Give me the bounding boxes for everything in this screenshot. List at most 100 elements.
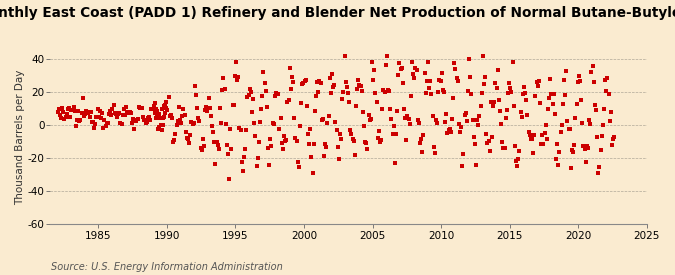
Point — [460, 111, 471, 115]
Point — [190, 84, 200, 89]
Point — [370, 91, 381, 95]
Point — [296, 101, 306, 105]
Point — [109, 111, 120, 115]
Point — [470, 163, 481, 167]
Point — [221, 142, 232, 147]
Point — [448, 96, 458, 101]
Point — [167, 139, 178, 144]
Point — [123, 111, 134, 115]
Point — [574, 79, 585, 84]
Point — [320, 142, 331, 146]
Text: Source: U.S. Energy Information Administration: Source: U.S. Energy Information Administ… — [51, 262, 282, 272]
Point — [319, 154, 329, 158]
Point — [300, 78, 311, 82]
Point — [238, 168, 248, 173]
Point — [250, 134, 261, 138]
Point — [236, 160, 247, 164]
Point — [202, 109, 213, 114]
Point — [457, 164, 468, 168]
Point — [538, 141, 549, 146]
Point — [251, 164, 262, 169]
Point — [388, 124, 399, 128]
Point — [151, 116, 161, 120]
Point — [167, 116, 178, 120]
Point — [404, 122, 415, 126]
Point — [259, 81, 270, 85]
Point — [313, 90, 323, 94]
Point — [105, 109, 115, 113]
Point — [113, 112, 124, 116]
Point — [563, 127, 574, 131]
Point — [377, 106, 387, 111]
Point — [271, 91, 282, 96]
Point — [289, 116, 300, 120]
Point — [217, 87, 227, 92]
Point — [78, 96, 88, 100]
Point — [587, 64, 598, 68]
Point — [57, 106, 68, 110]
Point — [321, 144, 331, 149]
Point — [72, 118, 82, 122]
Point — [431, 118, 441, 122]
Point — [194, 119, 205, 123]
Point — [597, 123, 608, 128]
Point — [581, 144, 592, 148]
Point — [487, 135, 497, 139]
Point — [99, 117, 110, 122]
Point — [385, 107, 396, 111]
Point — [306, 155, 317, 159]
Point — [142, 116, 153, 120]
Point — [132, 117, 143, 121]
Point — [510, 159, 521, 163]
Point — [165, 113, 176, 117]
Point — [74, 119, 85, 123]
Point — [230, 74, 240, 78]
Point — [111, 115, 122, 119]
Point — [256, 107, 267, 112]
Point — [75, 117, 86, 122]
Point — [515, 109, 526, 114]
Point — [595, 148, 606, 152]
Point — [436, 71, 447, 75]
Point — [456, 125, 466, 130]
Point — [84, 115, 95, 119]
Point — [465, 74, 476, 79]
Point — [547, 102, 558, 106]
Point — [93, 115, 104, 119]
Point — [104, 111, 115, 116]
Point — [480, 75, 491, 79]
Point — [485, 100, 496, 104]
Point — [381, 54, 392, 58]
Point — [156, 128, 167, 132]
Point — [444, 126, 455, 131]
Point — [489, 100, 500, 104]
Point — [410, 66, 421, 70]
Point — [569, 143, 580, 147]
Point — [253, 139, 264, 144]
Point — [602, 76, 613, 80]
Point — [152, 113, 163, 117]
Point — [66, 108, 77, 112]
Point — [570, 116, 580, 120]
Point — [477, 54, 488, 58]
Point — [513, 156, 524, 161]
Point — [462, 89, 473, 94]
Point — [85, 110, 96, 115]
Point — [312, 79, 323, 84]
Point — [327, 85, 338, 89]
Point — [434, 78, 445, 83]
Point — [134, 105, 145, 110]
Point — [406, 94, 416, 98]
Point — [246, 109, 257, 114]
Point — [264, 163, 275, 167]
Point — [309, 109, 320, 113]
Point — [592, 135, 603, 139]
Point — [447, 116, 458, 121]
Point — [129, 127, 140, 131]
Point — [215, 106, 225, 110]
Point — [310, 94, 321, 98]
Point — [367, 60, 377, 64]
Point — [576, 98, 587, 103]
Point — [65, 115, 76, 120]
Point — [141, 120, 152, 125]
